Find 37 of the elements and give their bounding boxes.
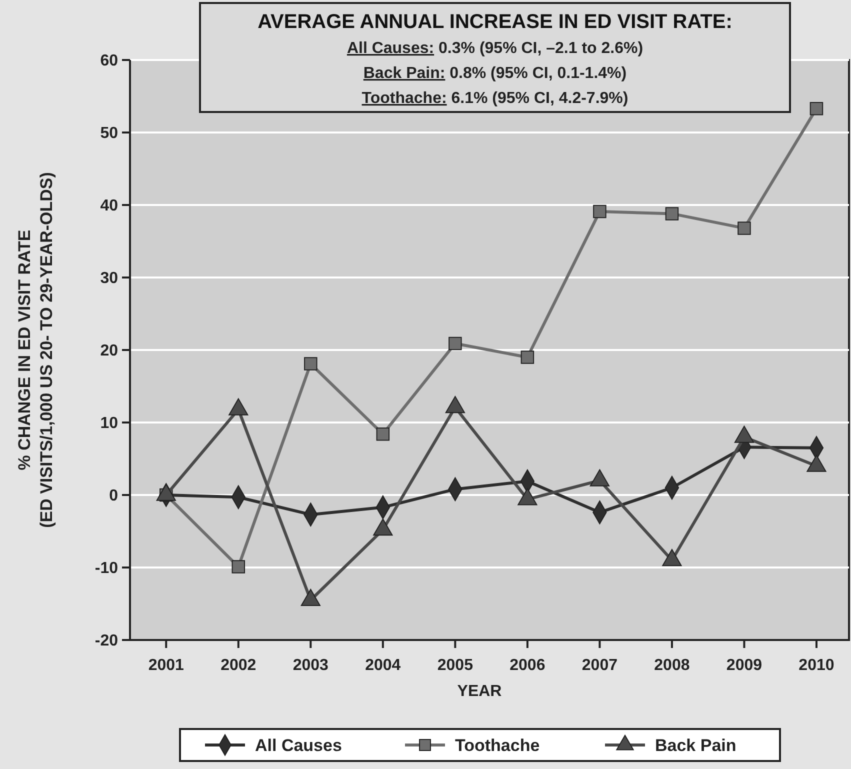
x-tick-label: 2006 <box>510 657 546 674</box>
y-tick-label: 50 <box>100 125 118 142</box>
legend-label: Toothache <box>455 736 540 755</box>
point <box>738 222 751 235</box>
point <box>232 560 246 574</box>
x-tick-label: 2001 <box>148 657 184 674</box>
x-tick-label: 2005 <box>437 657 474 674</box>
y-tick-label: -20 <box>94 632 118 650</box>
point <box>520 350 534 364</box>
y-tick-label: 0 <box>109 488 118 505</box>
point <box>304 357 318 370</box>
point <box>448 336 462 350</box>
annotation: Toothache: 6.1% (95% CI, 4.2-7.9%) <box>362 90 628 107</box>
y-tick-label: 30 <box>100 270 118 288</box>
text: All Causes: 0.3% (95% CI, –2.1 to 2.6%) <box>346 40 644 57</box>
x-tick-label: 2009 <box>726 657 762 674</box>
legend-label: Back Pain <box>655 736 736 755</box>
x-tick-label: 2003 <box>292 657 329 674</box>
x-tick-label: 2008 <box>654 657 690 674</box>
chart-title: AVERAGE ANNUAL INCREASE IN ED VISIT RATE: <box>258 11 732 33</box>
y-tick-label: 60 <box>100 52 118 70</box>
x-tick-label: 2002 <box>220 657 256 674</box>
y-axis-title: % CHANGE IN ED VISIT RATE (ED VISITS/1,000 US 20- TO 29-YEAR-OLDS) <box>15 172 56 528</box>
y-tick-label: 20 <box>100 342 118 360</box>
point <box>665 207 679 220</box>
x-tick-label: 2004 <box>365 657 401 674</box>
y-tick-label: 40 <box>100 198 118 215</box>
point <box>376 427 390 441</box>
x-axis-title: YEAR <box>457 683 502 700</box>
legend-label: All Causes <box>255 736 342 755</box>
y-tick-label: -10 <box>94 560 118 578</box>
annotation: Back Pain: 0.8% (95% CI, 0.1-1.4%) <box>363 65 627 82</box>
point <box>810 102 824 116</box>
point <box>593 204 606 218</box>
x-tick-label: 2010 <box>798 657 834 674</box>
y-tick-label: 10 <box>100 415 118 432</box>
x-tick-label: 2007 <box>582 657 618 674</box>
